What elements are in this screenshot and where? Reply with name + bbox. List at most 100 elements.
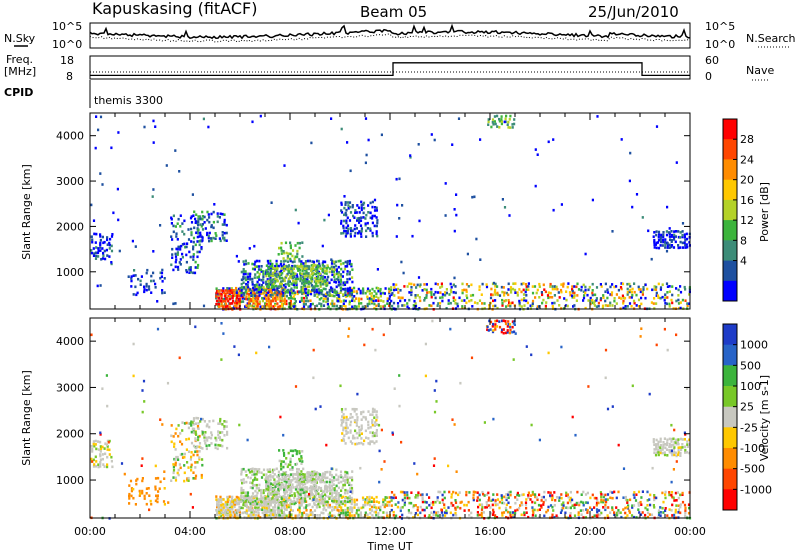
heatmap-cell [309, 509, 312, 512]
heatmap-cell [662, 231, 665, 234]
heatmap-cell [222, 508, 225, 511]
heatmap-cell [240, 478, 243, 482]
heatmap-cell [357, 287, 360, 291]
heatmap-cell [229, 503, 232, 506]
heatmap-cell [287, 488, 290, 491]
heatmap-cell [99, 450, 102, 453]
heatmap-cell [276, 480, 279, 483]
heatmap-cell [310, 277, 313, 281]
heatmap-cell [418, 307, 421, 310]
heatmap-cell [297, 496, 300, 500]
heatmap-cell [301, 269, 304, 273]
heatmap-cell [445, 511, 448, 515]
heatmap-cell [511, 287, 515, 291]
heatmap-cell [174, 476, 177, 480]
heatmap-cell [606, 407, 610, 411]
heatmap-cell [140, 464, 143, 467]
heatmap-cell [501, 290, 504, 294]
heatmap-cell [287, 463, 290, 466]
heatmap-cell [262, 499, 265, 503]
heatmap-cell [537, 503, 541, 507]
heatmap-cell [369, 440, 372, 443]
heatmap-cell [283, 164, 286, 167]
heatmap-cell [536, 288, 539, 292]
heatmap-cell [509, 506, 512, 509]
heatmap-cell [282, 483, 285, 487]
heatmap-cell [289, 492, 292, 495]
colorbar-tick-label: 100 [740, 380, 761, 393]
heatmap-cell [360, 441, 363, 445]
heatmap-cell [490, 125, 493, 129]
heatmap-cell [635, 193, 639, 196]
heatmap-cell [295, 450, 299, 453]
heatmap-cell [258, 503, 261, 506]
heatmap-cell [682, 246, 685, 249]
heatmap-cell [412, 516, 415, 519]
heatmap-cell [410, 501, 413, 505]
heatmap-cell [311, 485, 315, 489]
heatmap-cell [105, 248, 108, 252]
heatmap-cell [265, 486, 268, 489]
heatmap-cell [509, 511, 512, 514]
heatmap-cell [513, 330, 516, 334]
power-heatmap [90, 114, 691, 311]
heatmap-cell [231, 291, 234, 295]
heatmap-cell [274, 274, 277, 277]
heatmap-cell [441, 493, 444, 497]
heatmap-cell [331, 299, 334, 303]
heatmap-cell [353, 216, 356, 219]
heatmap-cell [265, 480, 268, 484]
heatmap-cell [451, 143, 454, 146]
heatmap-cell [269, 516, 272, 519]
heatmap-cell [664, 490, 667, 494]
heatmap-cell [677, 302, 681, 305]
heatmap-cell [440, 282, 443, 286]
heatmap-cell [335, 468, 338, 472]
colorbar-swatch [723, 240, 737, 261]
heatmap-cell [309, 485, 312, 488]
heatmap-cell [444, 514, 447, 517]
heatmap-cell [639, 513, 643, 516]
heatmap-cell [355, 305, 358, 308]
heatmap-cell [171, 247, 174, 251]
heatmap-cell [269, 478, 272, 481]
heatmap-cell [323, 490, 326, 493]
heatmap-cell [271, 278, 274, 281]
power-colorbar-label: Power [dB] [758, 182, 771, 242]
heatmap-cell [512, 358, 515, 361]
heatmap-cell [253, 268, 256, 271]
heatmap-cell [534, 184, 537, 188]
heatmap-cell [272, 266, 275, 270]
heatmap-cell [496, 503, 499, 506]
heatmap-cell [281, 501, 284, 505]
heatmap-cell [347, 287, 350, 290]
heatmap-cell [92, 465, 96, 468]
heatmap-cell [253, 284, 256, 287]
heatmap-cell [310, 281, 313, 285]
heatmap-cell [249, 496, 252, 500]
heatmap-cell [132, 487, 135, 491]
heatmap-cell [672, 443, 675, 447]
heatmap-cell [201, 458, 204, 461]
heatmap-cell [129, 479, 133, 483]
heatmap-cell [321, 267, 325, 271]
heatmap-cell [505, 516, 508, 519]
heatmap-cell [657, 440, 660, 444]
heatmap-cell [518, 288, 521, 291]
heatmap-cell [397, 501, 400, 504]
heatmap-cell [301, 473, 304, 476]
heatmap-cell [296, 249, 299, 253]
heatmap-cell [600, 495, 603, 499]
heatmap-cell [257, 288, 260, 292]
heatmap-cell [666, 291, 669, 294]
heatmap-cell [275, 483, 278, 486]
heatmap-cell [348, 481, 351, 485]
heatmap-cell [406, 515, 409, 519]
heatmap-cell [217, 498, 220, 501]
heatmap-cell [99, 465, 102, 468]
heatmap-cell [253, 470, 256, 474]
heatmap-cell [657, 513, 661, 516]
heatmap-cell [312, 348, 315, 352]
heatmap-cell [416, 283, 419, 287]
heatmap-cell [340, 489, 343, 492]
